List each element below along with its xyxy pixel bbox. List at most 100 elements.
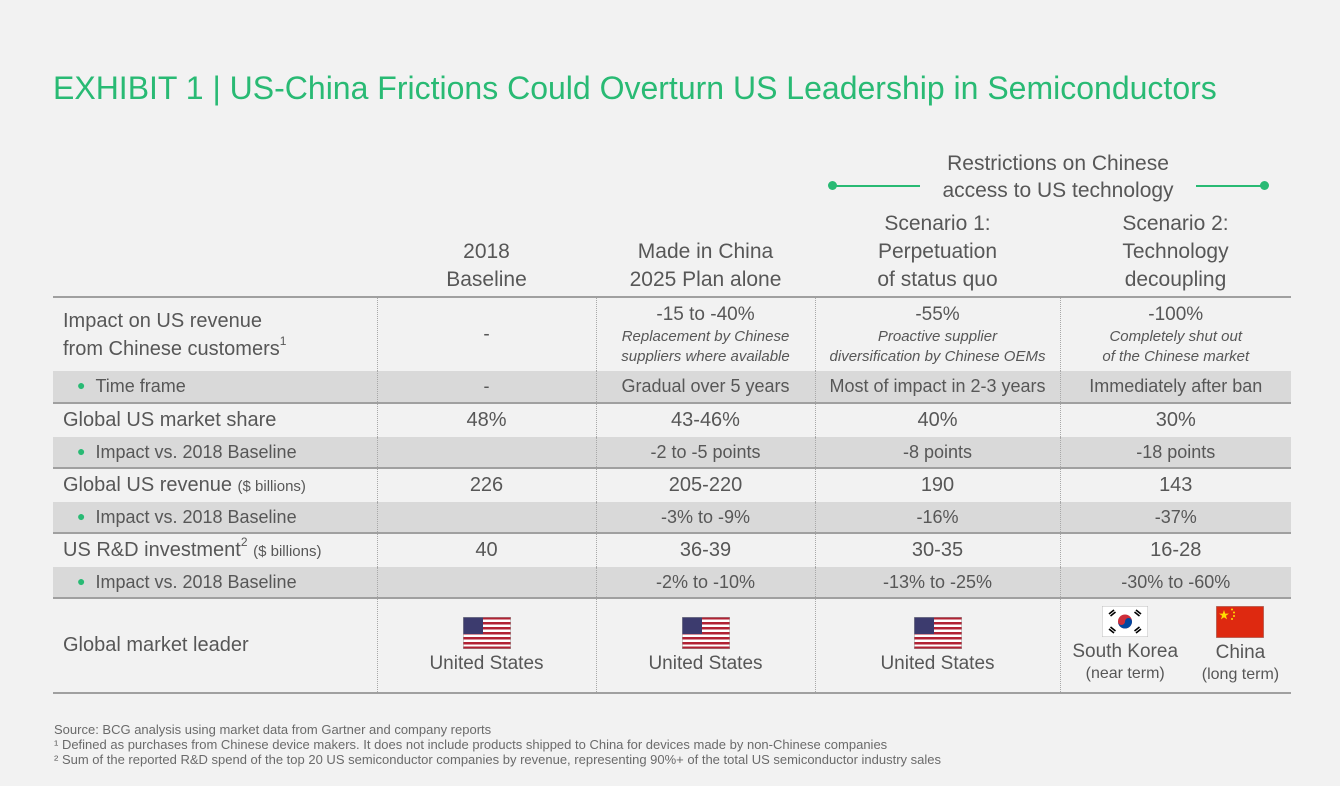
table-cell: 40%: [814, 402, 1060, 437]
row-label-text: Impact vs. 2018 Baseline: [95, 506, 297, 527]
row-label: ● Impact vs. 2018 Baseline: [53, 437, 377, 468]
leader-china: China (long term): [1201, 605, 1280, 686]
column-header-line: 2018: [463, 240, 510, 263]
table-row-market-leader: Global market leader United States: [53, 597, 1292, 694]
table-row-market-share-impact: ● Impact vs. 2018 Baseline -2 to -5 point…: [53, 437, 1291, 468]
row-label-text: Impact vs. 2018 Baseline: [95, 571, 297, 592]
table-cell: 36-39: [595, 532, 815, 567]
table-cell: -3% to -9%: [595, 502, 815, 533]
column-header-line: Scenario 2:: [1122, 212, 1229, 235]
row-unit: ($ billions): [253, 543, 322, 560]
column-header-line: of status quo: [877, 268, 998, 291]
table-cell: -16%: [814, 502, 1060, 533]
exhibit-title: EXHIBIT 1 | US-China Frictions Could Ove…: [53, 70, 1217, 106]
cell-value: -15 to -40%: [656, 303, 755, 325]
cell-note: of the Chinese market: [1102, 347, 1250, 365]
us-flag-icon: [681, 616, 730, 649]
leader-country-name: South Korea: [1072, 640, 1179, 662]
bracket-right-dot: [1260, 181, 1269, 190]
table-cell: 30%: [1059, 402, 1291, 437]
table-cell: -15 to -40% Replacement by Chinese suppl…: [595, 296, 815, 371]
table-cell: Immediately after ban: [1059, 371, 1291, 403]
table-row-rnd: US R&D investment2 ($ billions) 40 36-39…: [53, 532, 1291, 567]
column-header-line: 2025 Plan alone: [629, 268, 782, 291]
scenario-group-bracket: Restrictions on Chinese access to US tec…: [828, 150, 1270, 206]
leader-country-name: China: [1215, 641, 1266, 663]
footnote-2: ² Sum of the reported R&D spend of the t…: [54, 752, 942, 767]
cell-value: -55%: [915, 303, 960, 325]
leader-term: (long term): [1201, 665, 1280, 683]
bullet-icon: ●: [77, 572, 86, 589]
row-label: Global US market share: [53, 402, 377, 437]
table-cell: Most of impact in 2-3 years: [814, 371, 1060, 403]
bullet-icon: ●: [77, 377, 86, 393]
column-header-line: Perpetuation: [877, 240, 998, 263]
cell-value: -100%: [1148, 303, 1204, 325]
row-label: Global market leader: [53, 597, 377, 694]
leader-country-name: United States: [429, 652, 544, 674]
table-cell: United States: [595, 597, 815, 694]
table-cell: 143: [1059, 467, 1291, 502]
row-label-text: Global US revenue: [63, 474, 232, 496]
table-row-impact-revenue: Impact on US revenue from Chinese custom…: [53, 296, 1291, 371]
leader-south-korea: South Korea (near term): [1072, 605, 1179, 686]
table-cell: -100% Completely shut out of the Chinese…: [1059, 296, 1291, 371]
table-cell: -2 to -5 points: [595, 437, 815, 468]
row-label: ● Impact vs. 2018 Baseline: [53, 567, 377, 598]
row-label-text: Impact vs. 2018 Baseline: [95, 441, 297, 462]
footnote-marker: 1: [279, 333, 287, 348]
table-row-rnd-impact: ● Impact vs. 2018 Baseline -2% to -10% -1…: [53, 567, 1291, 598]
south-korea-flag-icon: [1102, 605, 1149, 637]
table-row-market-share: Global US market share 48% 43-46% 40% 30…: [53, 402, 1291, 437]
dual-leader: South Korea (near term) China (long term…: [1061, 605, 1292, 686]
scenario-table: Impact on US revenue from Chinese custom…: [53, 296, 1291, 694]
column-header-scenario-2: Scenario 2: Technology decoupling: [1060, 210, 1291, 294]
cell-note: Proactive supplier: [877, 327, 998, 345]
cell-note: diversification by Chinese OEMs: [829, 347, 1046, 365]
footnote-marker: 2: [240, 535, 248, 550]
us-flag-icon: [913, 616, 962, 649]
china-flag-icon: [1216, 605, 1265, 638]
table-cell: United States: [814, 597, 1060, 694]
footnotes: Source: BCG analysis using market data f…: [54, 722, 941, 767]
leader-country-name: United States: [880, 652, 995, 674]
table-cell: 190: [814, 467, 1060, 502]
row-label: Impact on US revenue from Chinese custom…: [53, 296, 377, 371]
table-cell: 205-220: [595, 467, 815, 502]
column-header-line: Technology: [1122, 240, 1229, 263]
source-note: Source: BCG analysis using market data f…: [54, 722, 492, 737]
bracket-label: Restrictions on Chinese access to US tec…: [942, 152, 1174, 202]
row-label-line: from Chinese customers: [63, 337, 280, 360]
table-cell: [376, 502, 596, 533]
cell-note: suppliers where available: [621, 347, 790, 365]
table-cell: -30% to -60%: [1059, 567, 1291, 598]
row-label: Global US revenue ($ billions): [53, 467, 377, 502]
table-row-time-frame: ● Time frame - Gradual over 5 years Most …: [53, 371, 1291, 403]
leader-term: (near term): [1085, 664, 1165, 682]
cell-value: -: [483, 323, 490, 345]
column-header-line: Baseline: [446, 268, 527, 291]
column-header-line: Scenario 1:: [884, 212, 991, 235]
table-cell: Gradual over 5 years: [595, 371, 815, 403]
table-cell: -2% to -10%: [595, 567, 815, 598]
table-cell: -: [376, 296, 596, 371]
row-unit: ($ billions): [237, 478, 306, 495]
table-cell: -18 points: [1059, 437, 1291, 468]
table-cell: -37%: [1059, 502, 1291, 533]
column-header-scenario-1: Scenario 1: Perpetuation of status quo: [815, 210, 1060, 294]
bullet-icon: ●: [77, 507, 86, 524]
table-cell: [376, 567, 596, 598]
table-cell: -13% to -25%: [814, 567, 1060, 598]
table-cell: 40: [376, 532, 596, 567]
table-cell: -: [376, 371, 596, 403]
column-header-line: decoupling: [1124, 268, 1227, 291]
row-label: ● Time frame: [53, 371, 377, 403]
bracket-left-line: [832, 185, 920, 187]
column-header-mic2025: Made in China 2025 Plan alone: [596, 238, 815, 294]
table-cell: [376, 437, 596, 468]
bracket-right-line: [1196, 185, 1266, 187]
column-header-baseline: 2018 Baseline: [377, 238, 596, 294]
table-cell: 30-35: [814, 532, 1060, 567]
us-flag-icon: [462, 616, 511, 649]
table-row-revenue: Global US revenue ($ billions) 226 205-2…: [53, 467, 1291, 502]
